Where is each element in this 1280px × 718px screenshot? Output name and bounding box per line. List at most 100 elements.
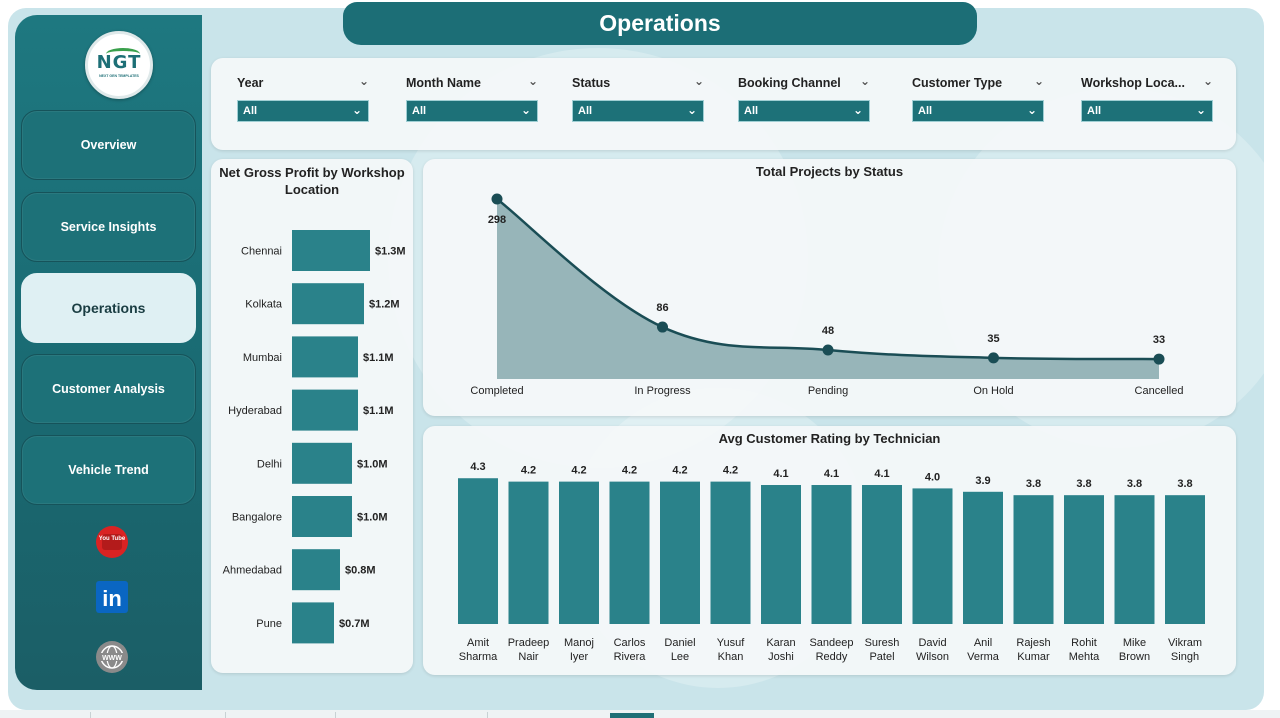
filter-panel: Year ⌄ All ⌄ Month Name ⌄ All ⌄ Status ⌄ All ⌄ Booki… [211,58,1236,150]
technician-value-label: 4.2 [571,465,586,477]
location-value-label: $1.2M [369,299,400,311]
technician-bar[interactable] [1064,495,1104,624]
status-value-label: 86 [656,302,668,314]
filter-workshop-loca: Workshop Loca... ⌄ All ⌄ [1081,74,1213,122]
filter-value: All [918,105,933,117]
filter-dropdown[interactable]: All ⌄ [572,100,704,122]
technician-value-label: 3.8 [1026,478,1041,490]
location-bar[interactable] [292,230,370,271]
filter-dropdown[interactable]: All ⌄ [406,100,538,122]
location-bar[interactable] [292,336,358,378]
chevron-down-icon[interactable]: ⌄ [527,74,538,88]
technician-name-label: Vikram Singh [1168,637,1202,663]
chevron-down-icon[interactable]: ⌄ [1033,74,1044,88]
technician-name-label: Amit Sharma [459,637,498,663]
technician-name-label: Karan Joshi [766,637,795,663]
status-value-label: 35 [987,333,999,345]
chevron-down-icon[interactable]: ⌄ [1202,74,1213,88]
technician-bar[interactable] [1013,495,1054,624]
location-bar[interactable] [292,549,340,591]
projects-chart-title: Total Projects by Status [755,164,904,179]
technician-bar[interactable] [811,485,852,624]
profit-chart: Chennai $1.3M Kolkata $1.2M Mumbai $1.1M Hyder… [223,230,406,644]
technician-value-label: 3.8 [1127,478,1142,490]
location-bar[interactable] [292,602,334,644]
technician-name-label: Anil Verma [967,637,1000,663]
status-area [497,199,1159,379]
status-category-label: Pending [808,385,848,397]
sidebar-item-customer-analysis[interactable]: Customer Analysis [21,354,196,424]
filter-dropdown[interactable]: All ⌄ [237,100,369,122]
active-page-indicator [610,713,654,718]
technician-bar[interactable] [609,481,650,624]
location-bar[interactable] [292,389,358,431]
technician-value-label: 4.1 [824,468,839,480]
status-point[interactable] [822,344,834,356]
technician-bar[interactable] [1114,495,1155,624]
globe-icon[interactable]: WWW [95,640,129,674]
technician-bar[interactable] [660,481,700,624]
filter-dropdown[interactable]: All ⌄ [738,100,870,122]
logo-text: NGT [96,52,142,73]
status-point[interactable] [657,321,668,333]
technician-value-label: 4.2 [622,465,637,477]
sidebar-item-service-insights[interactable]: Service Insights [21,192,196,262]
technician-bar[interactable] [912,488,953,624]
technician-bar[interactable] [710,481,751,624]
technician-bar[interactable] [559,481,599,624]
location-label: Delhi [257,458,282,470]
location-value-label: $1.1M [363,405,394,417]
technician-value-label: 4.2 [521,465,536,477]
youtube-icon[interactable]: You Tube [95,525,129,559]
technician-name-label: Yusuf Khan [717,637,745,663]
technician-value-label: 3.8 [1076,478,1091,490]
status-point[interactable] [988,352,999,364]
location-label: Kolkata [245,299,283,311]
status-category-label: On Hold [973,385,1013,397]
rating-chart-title: Avg Customer Rating by Technician [718,431,941,446]
profit-by-location-panel: Net Gross Profit by Workshop Location Ch… [211,159,413,673]
projects-by-status-panel: Total Projects by Status 298 Completed 86 I… [423,159,1236,416]
filter-dropdown[interactable]: All ⌄ [1081,100,1213,122]
technician-bar[interactable] [761,485,801,624]
location-value-label: $0.8M [345,565,376,577]
filter-value: All [578,105,593,117]
location-value-label: $1.3M [375,246,406,258]
logo-subtext: NEXT GEN TEMPLATES [99,74,139,78]
location-label: Ahmedabad [223,565,282,577]
filter-label: Booking Channel ⌄ [738,74,870,92]
status-point[interactable] [1153,353,1165,365]
filter-label-text: Status [572,76,611,90]
location-bar[interactable] [292,283,364,325]
filter-dropdown[interactable]: All ⌄ [912,100,1044,122]
sidebar-item-overview[interactable]: Overview [21,110,196,180]
technician-bar[interactable] [458,478,498,624]
filter-label-text: Month Name [406,76,481,90]
technician-bar[interactable] [862,485,902,624]
technician-bar[interactable] [508,481,549,624]
sidebar-item-vehicle-trend[interactable]: Vehicle Trend [21,435,196,505]
rating-by-technician-panel: Avg Customer Rating by Technician 4.3 Ami… [423,426,1236,675]
filter-label-text: Year [237,76,264,90]
technician-name-label: Pradeep Nair [508,637,550,663]
status-point[interactable] [491,193,503,205]
technician-value-label: 4.3 [470,461,485,473]
sidebar-item-operations[interactable]: Operations [21,273,196,343]
linkedin-icon[interactable]: in [95,580,129,614]
location-label: Mumbai [243,352,282,364]
chevron-down-icon: ⌄ [1195,103,1206,117]
technician-bar[interactable] [963,491,1003,624]
page-title: Operations [599,10,721,36]
technician-bar[interactable] [1165,495,1205,624]
chevron-down-icon[interactable]: ⌄ [358,74,369,88]
filter-label: Status ⌄ [572,74,704,92]
location-bar[interactable] [292,442,352,484]
chevron-down-icon: ⌄ [520,103,531,117]
filter-label: Year ⌄ [237,74,369,92]
chevron-down-icon[interactable]: ⌄ [859,74,870,88]
technician-value-label: 4.1 [773,468,788,480]
location-bar[interactable] [292,496,352,537]
chevron-down-icon[interactable]: ⌄ [693,74,704,88]
status-value-label: 298 [488,214,506,226]
technician-value-label: 3.9 [975,475,990,487]
